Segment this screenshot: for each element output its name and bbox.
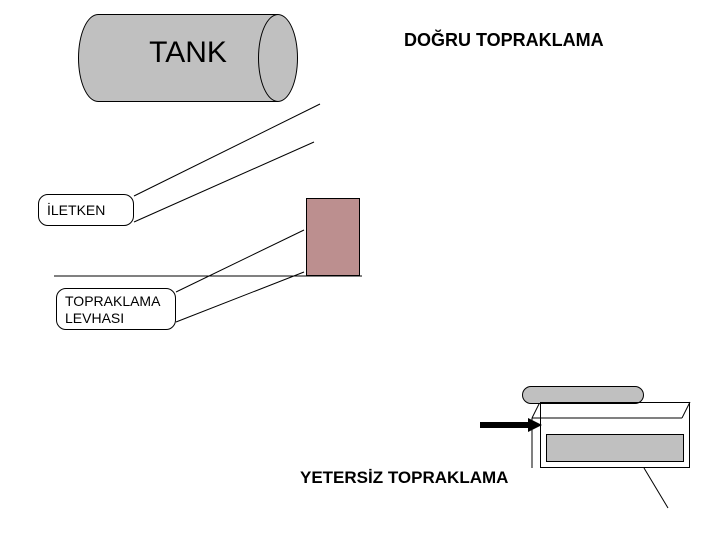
conn-plate-top: [176, 230, 304, 292]
drip-line: [644, 468, 668, 508]
conn-conductor-top: [134, 104, 320, 196]
arrow-shaft: [480, 422, 528, 428]
conn-plate-low: [176, 272, 304, 322]
ground-plate: [306, 198, 360, 276]
title-main: DOĞRU TOPRAKLAMA: [404, 30, 604, 51]
callout-conductor-label: İLETKEN: [47, 202, 105, 219]
title-sub: YETERSİZ TOPRAKLAMA: [300, 468, 508, 488]
diagram-canvas: TANK DOĞRU TOPRAKLAMA İLETKEN TOPRAKLAMA…: [0, 0, 720, 540]
arrow-head-icon: [528, 418, 542, 432]
callout-conductor: İLETKEN: [38, 194, 134, 226]
tank-label: TANK: [98, 36, 278, 70]
callout-plate-line1: TOPRAKLAMA: [65, 293, 160, 309]
trough-edge-tl: [532, 402, 540, 418]
callout-plate: TOPRAKLAMA LEVHASI: [56, 288, 176, 330]
callout-plate-line2: LEVHASI: [65, 310, 124, 326]
conn-conductor-low: [134, 142, 314, 222]
trough-liquid: [546, 434, 684, 462]
